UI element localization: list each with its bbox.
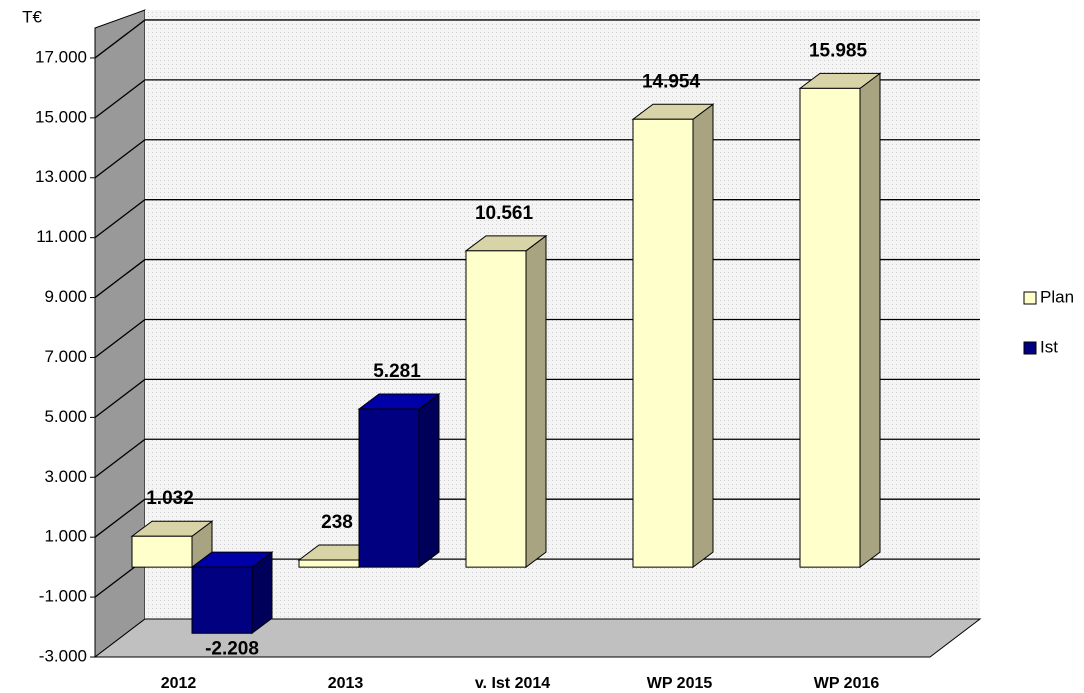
bar-front (465, 250, 527, 568)
back-wall (145, 10, 980, 619)
bar (798, 72, 882, 569)
value-label: 15.985 (809, 40, 868, 61)
value-label: -2.208 (205, 638, 259, 659)
legend-swatch (1023, 341, 1037, 355)
bar-front (632, 118, 694, 568)
bar-front (358, 408, 420, 568)
y-tick-label: 13.000 (35, 167, 87, 186)
bar-front (131, 535, 193, 568)
bar-side (418, 392, 440, 569)
bar-side (859, 72, 881, 569)
y-tick-label: -3.000 (39, 646, 87, 665)
x-tick-label: WP 2016 (814, 675, 880, 692)
bar-side (692, 103, 714, 569)
x-tick-label: 2012 (161, 675, 197, 692)
value-label: 1.032 (146, 488, 194, 509)
unit-label: T€ (22, 7, 42, 26)
legend-swatch (1023, 291, 1037, 305)
y-tick-label: 7.000 (44, 347, 87, 366)
bar (357, 392, 441, 569)
y-tick-label: 3.000 (44, 467, 87, 486)
x-tick-label: v. Ist 2014 (475, 675, 550, 692)
grid-line (94, 79, 980, 119)
grid-line (94, 19, 980, 59)
bar (631, 103, 715, 569)
bar-front (298, 559, 360, 568)
bar-front (799, 87, 861, 568)
bar (130, 520, 214, 569)
bar-front (191, 566, 253, 634)
value-label: 238 (321, 512, 353, 533)
legend-label: Ist (1040, 337, 1058, 356)
value-label: 14.954 (642, 71, 701, 92)
value-label: 5.281 (373, 361, 421, 382)
y-tick-label: -1.000 (39, 587, 87, 606)
value-label: 10.561 (475, 203, 534, 224)
bar (190, 551, 274, 635)
y-tick-label: 11.000 (36, 227, 87, 246)
y-tick-label: 15.000 (35, 107, 87, 126)
y-tick-label: 9.000 (44, 287, 87, 306)
y-tick-label: 17.000 (35, 47, 87, 66)
bar-side (525, 234, 547, 569)
y-tick-label: 1.000 (44, 527, 87, 546)
bar (464, 234, 548, 569)
legend-label: Plan (1040, 287, 1074, 306)
x-tick-label: 2013 (328, 675, 364, 692)
y-tick-label: 5.000 (44, 407, 87, 426)
floor (93, 618, 982, 658)
x-tick-label: WP 2015 (647, 675, 713, 692)
